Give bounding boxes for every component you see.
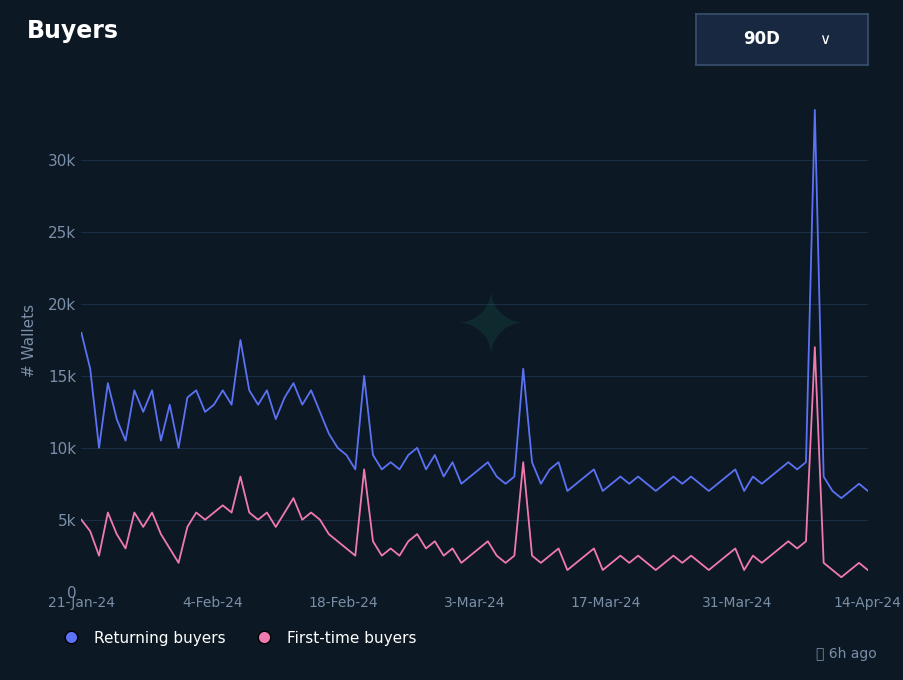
Text: ✦: ✦ bbox=[454, 288, 526, 371]
Text: ⌛ 6h ago: ⌛ 6h ago bbox=[815, 647, 876, 661]
Text: Buyers: Buyers bbox=[27, 18, 119, 43]
Y-axis label: # Wallets: # Wallets bbox=[22, 303, 37, 377]
Text: ∨: ∨ bbox=[818, 31, 830, 47]
Text: 90D: 90D bbox=[742, 30, 779, 48]
Legend: Returning buyers, First-time buyers: Returning buyers, First-time buyers bbox=[50, 625, 422, 652]
